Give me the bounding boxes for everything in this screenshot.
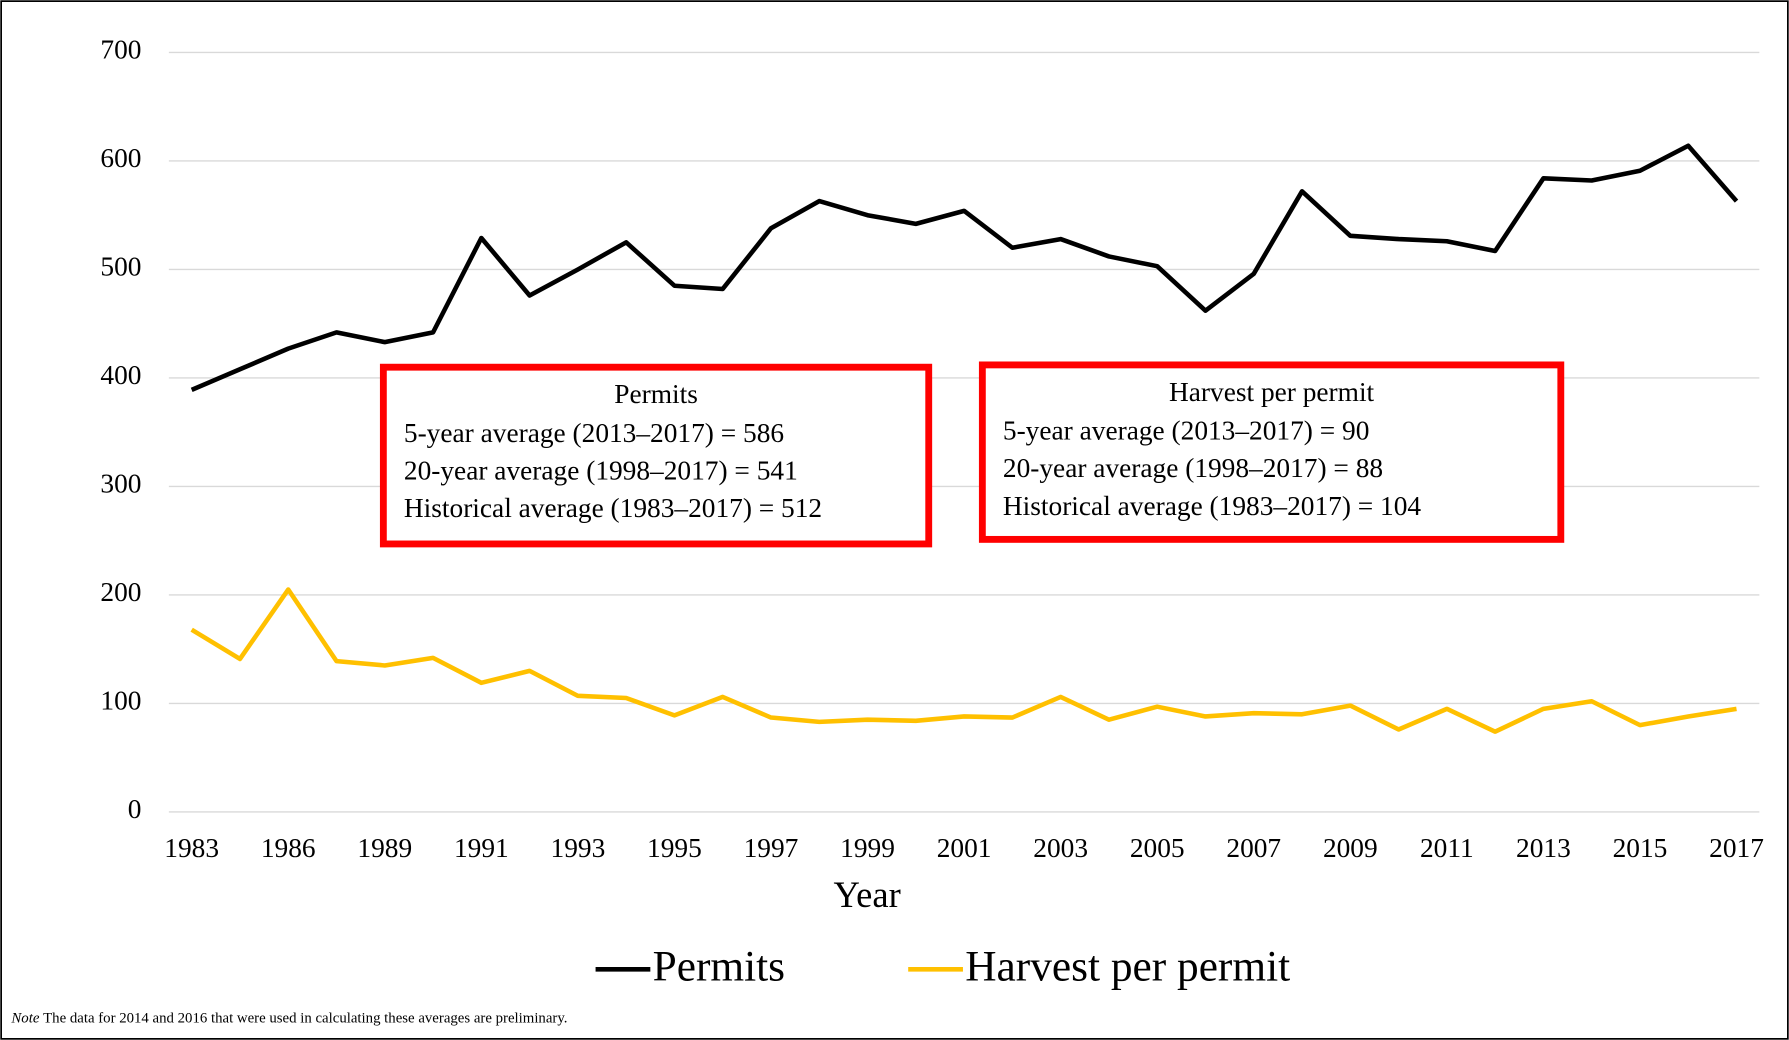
annotation-box bbox=[379, 363, 933, 548]
x-tick-label: 2011 bbox=[1420, 833, 1474, 863]
y-tick-label: 600 bbox=[100, 143, 141, 173]
x-tick-label: 2001 bbox=[937, 833, 992, 863]
legend-label: Permits bbox=[653, 942, 785, 990]
x-tick-label: 2013 bbox=[1516, 833, 1571, 863]
x-tick-label: 1997 bbox=[744, 833, 799, 863]
annotation-line: 20-year average (1998–2017) = 541 bbox=[404, 456, 798, 486]
x-axis-label: Year bbox=[833, 874, 900, 915]
x-tick-label: 1995 bbox=[647, 833, 702, 863]
annotation-title: Permits bbox=[614, 379, 698, 409]
y-tick-label: 700 bbox=[100, 35, 141, 65]
note-label: Note bbox=[10, 1011, 39, 1027]
note: Note The data for 2014 and 2016 that wer… bbox=[10, 1011, 567, 1027]
x-tick-label: 1991 bbox=[454, 833, 509, 863]
y-tick-label: 400 bbox=[100, 360, 141, 390]
y-tick-label: 100 bbox=[100, 686, 141, 716]
x-tick-label: 2015 bbox=[1613, 833, 1668, 863]
annotation-line: Historical average (1983–2017) = 512 bbox=[404, 493, 822, 523]
x-tick-label: 1983 bbox=[164, 833, 219, 863]
annotation-box bbox=[978, 361, 1565, 543]
annotation-line: Historical average (1983–2017) = 104 bbox=[1003, 491, 1422, 521]
y-tick-label: 200 bbox=[100, 577, 141, 607]
x-tick-label: 1989 bbox=[357, 833, 412, 863]
data-line bbox=[190, 143, 1739, 392]
annotation-line: 5-year average (2013–2017) = 586 bbox=[404, 418, 784, 448]
y-tick-label: 300 bbox=[100, 469, 141, 499]
x-tick-label: 2005 bbox=[1130, 833, 1185, 863]
x-tick-label: 2003 bbox=[1033, 833, 1088, 863]
annotation-title: Harvest per permit bbox=[1169, 377, 1375, 407]
y-tick-label: 500 bbox=[100, 252, 141, 282]
x-tick-label: 1993 bbox=[551, 833, 606, 863]
x-tick-label: 2007 bbox=[1226, 833, 1281, 863]
data-line bbox=[190, 587, 1737, 734]
legend-label: Harvest per permit bbox=[965, 942, 1290, 990]
annotation-line: 20-year average (1998–2017) = 88 bbox=[1003, 453, 1383, 483]
x-tick-label: 1999 bbox=[840, 833, 895, 863]
x-tick-label: 1986 bbox=[261, 833, 316, 863]
note-text: The data for 2014 and 2016 that were use… bbox=[43, 1011, 567, 1027]
annotation-line: 5-year average (2013–2017) = 90 bbox=[1003, 416, 1370, 446]
y-tick-label: 0 bbox=[128, 794, 142, 824]
x-tick-label: 2009 bbox=[1323, 833, 1378, 863]
x-tick-label: 2017 bbox=[1709, 833, 1764, 863]
